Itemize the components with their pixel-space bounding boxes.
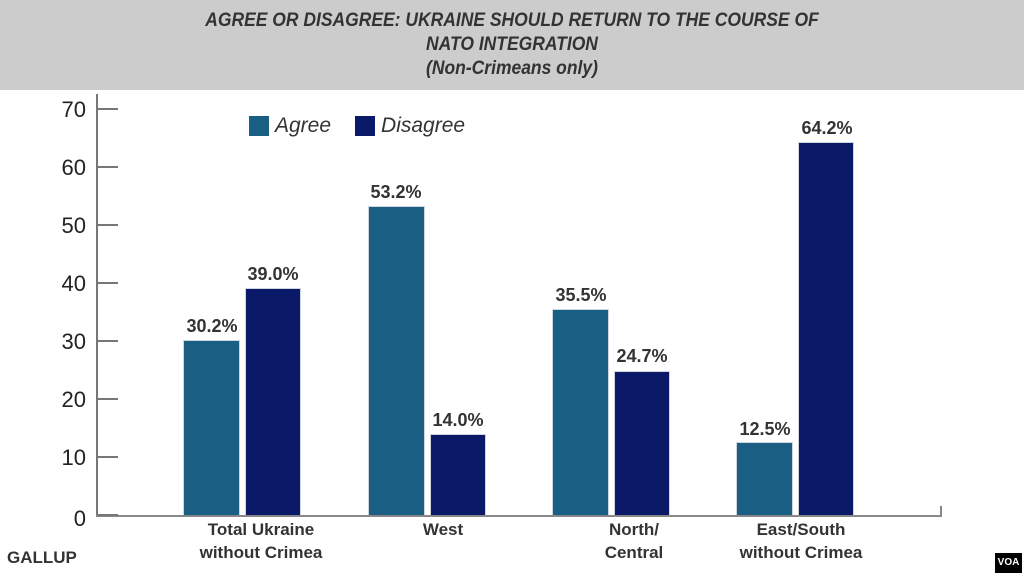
x-axis — [96, 515, 942, 517]
category-label-north-central: North/ Central — [534, 518, 734, 564]
legend: Agree Disagree — [249, 114, 489, 138]
y-tick-10 — [98, 456, 118, 458]
bar-label-agree-east-south: 12.5% — [739, 419, 791, 439]
category-label-west-line1: West — [422, 520, 464, 539]
bar-agree-east-south — [736, 442, 793, 515]
voa-logo: VOA — [995, 553, 1022, 573]
category-label-total-line1: Total Ukraine — [207, 520, 315, 539]
y-tick-50 — [98, 224, 118, 226]
y-tick-label-70: 70 — [61, 97, 86, 122]
bar-disagree-north-central — [614, 371, 670, 515]
category-label-north-central-line1: North/ — [608, 520, 660, 539]
source-label: GALLUP — [7, 548, 77, 567]
y-tick-0 — [98, 514, 118, 516]
bar-disagree-east-south — [798, 142, 854, 515]
y-tick-label-0: 0 — [73, 506, 86, 531]
category-label-east-south: East/South without Crimea — [701, 518, 901, 564]
bar-agree-total — [183, 340, 240, 515]
y-axis — [96, 94, 98, 517]
y-tick-label-40: 40 — [61, 271, 86, 296]
bar-agree-west — [368, 206, 425, 515]
bar-disagree-west — [430, 434, 486, 515]
y-tick-60 — [98, 166, 118, 168]
category-label-total: Total Ukraine without Crimea — [161, 518, 361, 564]
x-axis-end-tick — [940, 506, 942, 517]
bar-label-disagree-total: 39.0% — [247, 264, 299, 284]
y-tick-70 — [98, 108, 118, 110]
bar-label-agree-west: 53.2% — [370, 182, 422, 202]
chart-subtitle: (Non-Crimeans only) — [426, 58, 598, 79]
bar-agree-north-central — [552, 309, 609, 515]
legend-swatch-agree — [249, 116, 269, 136]
legend-label-agree: Agree — [275, 114, 332, 137]
legend-swatch-disagree — [355, 116, 376, 136]
bar-label-disagree-east-south: 64.2% — [801, 118, 853, 138]
y-tick-20 — [98, 398, 118, 400]
category-label-east-south-line2: without Crimea — [739, 543, 863, 562]
y-tick-label-30: 30 — [61, 329, 86, 354]
chart-header: AGREE OR DISAGREE: UKRAINE SHOULD RETURN… — [0, 0, 1024, 90]
y-tick-label-10: 10 — [61, 445, 86, 470]
chart-title-line2: NATO INTEGRATION — [426, 34, 598, 55]
plot-area: 0 10 20 30 40 50 60 70 Agree Disagree 30… — [0, 90, 1024, 575]
category-label-total-line2: without Crimea — [199, 543, 323, 562]
chart-title-line1: AGREE OR DISAGREE: UKRAINE SHOULD RETURN… — [205, 10, 819, 31]
bar-disagree-total — [245, 288, 301, 515]
y-tick-label-50: 50 — [61, 213, 86, 238]
bar-label-agree-total: 30.2% — [186, 316, 238, 336]
bar-label-agree-north-central: 35.5% — [555, 285, 607, 305]
category-label-west: West — [343, 518, 543, 541]
y-tick-label-20: 20 — [61, 387, 86, 412]
bar-label-disagree-west: 14.0% — [432, 410, 484, 430]
y-tick-40 — [98, 282, 118, 284]
category-label-east-south-line1: East/South — [756, 520, 846, 539]
y-tick-30 — [98, 340, 118, 342]
bar-label-disagree-north-central: 24.7% — [616, 346, 668, 366]
legend-label-disagree: Disagree — [381, 114, 466, 137]
y-tick-label-60: 60 — [61, 155, 86, 180]
category-label-north-central-line2: Central — [604, 543, 664, 562]
